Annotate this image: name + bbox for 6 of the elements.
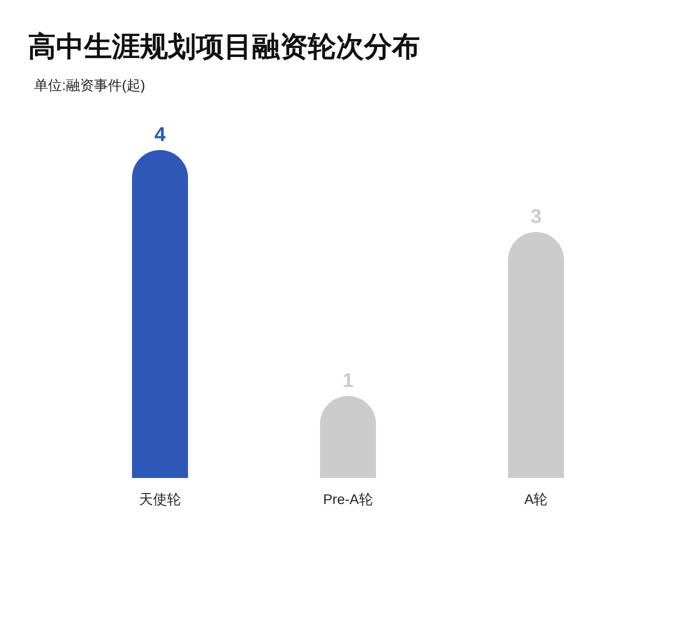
chart-subtitle: 单位:融资事件(起) <box>34 77 146 93</box>
data-label: 4 <box>154 124 166 146</box>
x-tick-label: Pre-A轮 <box>323 491 373 507</box>
x-tick-label: A轮 <box>524 491 548 507</box>
x-tick-label: 天使轮 <box>139 491 181 507</box>
chart-title: 高中生涯规划项目融资轮次分布 <box>28 31 420 62</box>
